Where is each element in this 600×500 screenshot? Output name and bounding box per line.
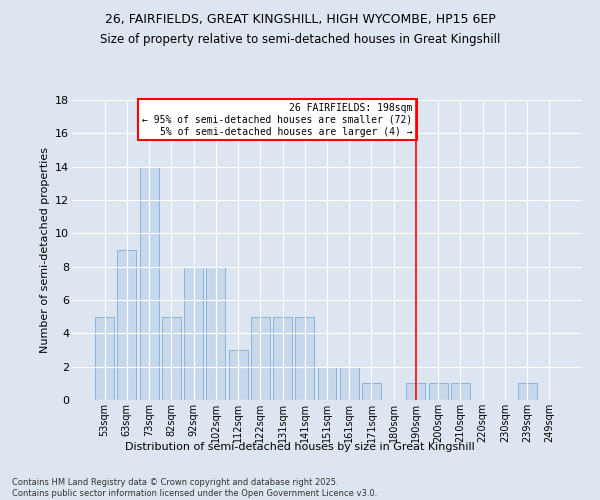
Bar (251, 316, 270, 400)
Text: 26, FAIRFIELDS, GREAT KINGSHILL, HIGH WYCOMBE, HP15 6EP: 26, FAIRFIELDS, GREAT KINGSHILL, HIGH WY… (104, 12, 496, 26)
Bar (162, 316, 181, 400)
Bar (273, 316, 292, 400)
Text: Size of property relative to semi-detached houses in Great Kingshill: Size of property relative to semi-detach… (100, 32, 500, 46)
Bar (140, 166, 158, 400)
Bar (229, 350, 248, 400)
Text: Distribution of semi-detached houses by size in Great Kingshill: Distribution of semi-detached houses by … (125, 442, 475, 452)
Bar (429, 384, 448, 400)
Bar (340, 366, 359, 400)
Bar (451, 384, 470, 400)
Bar (184, 266, 203, 400)
Bar (518, 384, 536, 400)
Text: Contains HM Land Registry data © Crown copyright and database right 2025.
Contai: Contains HM Land Registry data © Crown c… (12, 478, 377, 498)
Bar (362, 384, 381, 400)
Bar (206, 266, 225, 400)
Bar (95, 316, 114, 400)
Y-axis label: Number of semi-detached properties: Number of semi-detached properties (40, 147, 50, 353)
Bar (317, 366, 337, 400)
Bar (406, 384, 425, 400)
Bar (118, 250, 136, 400)
Bar (295, 316, 314, 400)
Text: 26 FAIRFIELDS: 198sqm
← 95% of semi-detached houses are smaller (72)
5% of semi-: 26 FAIRFIELDS: 198sqm ← 95% of semi-deta… (142, 104, 413, 136)
